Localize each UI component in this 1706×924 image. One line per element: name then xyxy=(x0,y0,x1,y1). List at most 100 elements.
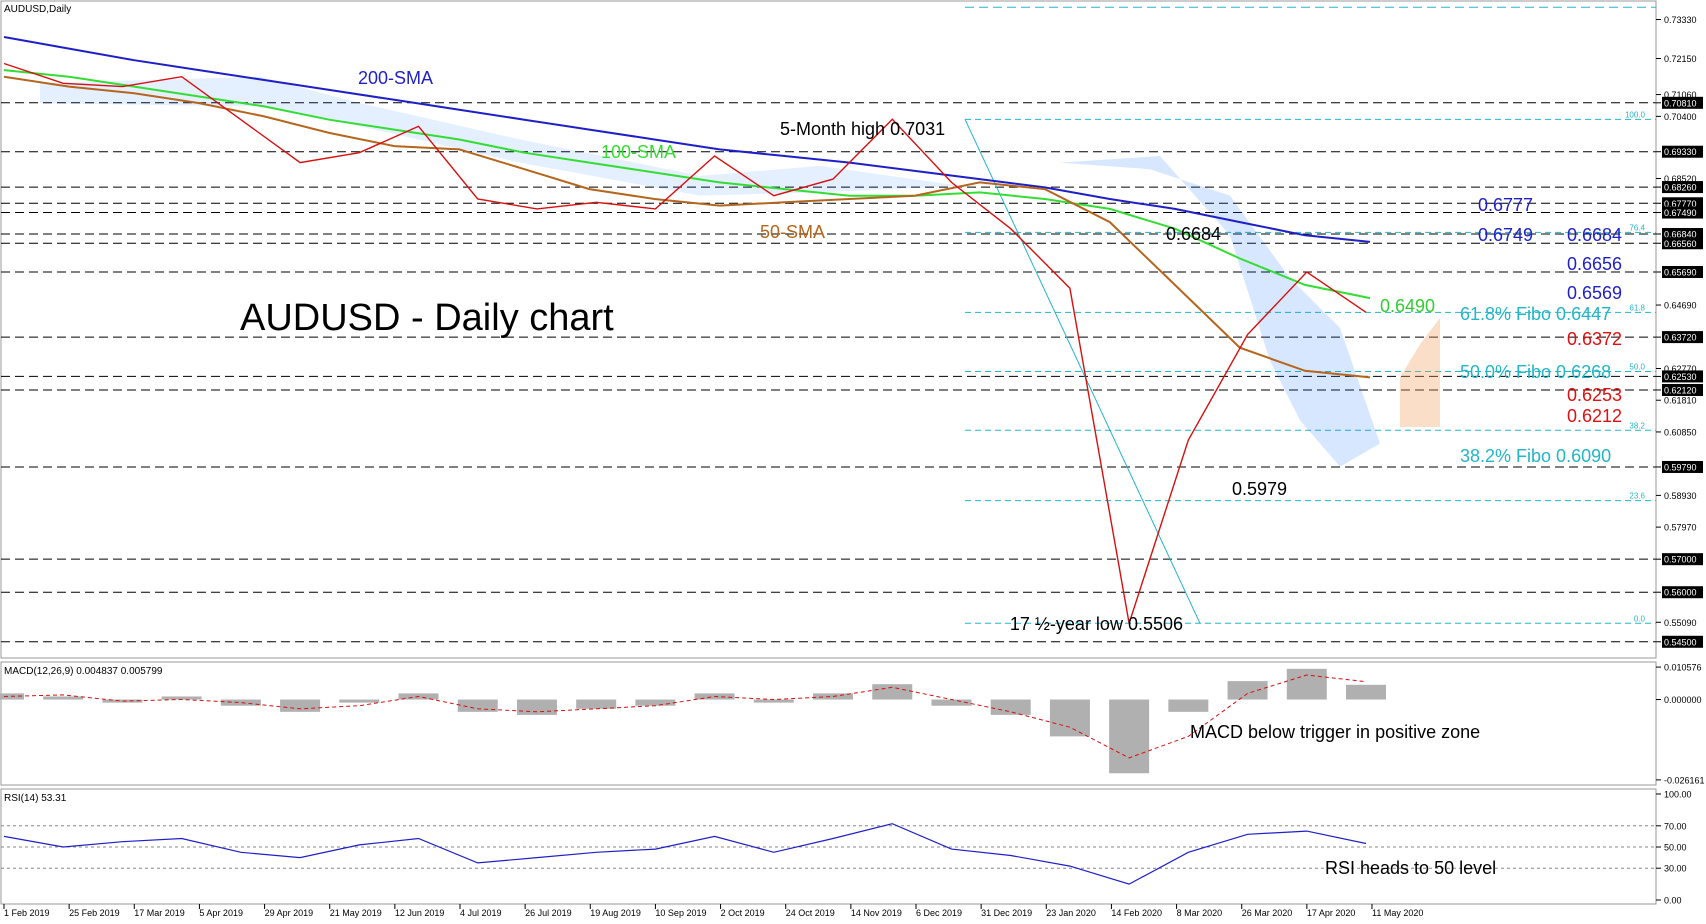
price-tick-label: 0.68520 xyxy=(1664,174,1697,184)
price-tick-badge xyxy=(1662,181,1703,194)
macd-histogram-bar xyxy=(1346,684,1386,700)
price-tick-label: 0.68260 xyxy=(1664,183,1697,193)
time-tick-label: 2 Oct 2019 xyxy=(721,908,765,918)
rsi-tick-label: 70.00 xyxy=(1664,821,1687,831)
annotation-label: 0.6777 xyxy=(1478,195,1533,215)
annotation-label: 0.6656 xyxy=(1567,254,1622,274)
price-tick-badge xyxy=(1662,370,1703,383)
annotation-label: 38.2% Fibo 0.6090 xyxy=(1460,446,1611,466)
annotation-label: 50.0% Fibo 0.6268 xyxy=(1460,362,1611,382)
time-tick-label: 31 Dec 2019 xyxy=(981,908,1032,918)
indicator-lines xyxy=(3,36,1371,624)
time-tick-label: 8 Mar 2020 xyxy=(1177,908,1223,918)
series-price xyxy=(3,62,1367,624)
price-tick-badge xyxy=(1662,197,1703,210)
macd-signal-line xyxy=(3,674,1367,759)
price-tick-badge xyxy=(1662,96,1703,109)
series-200-sma xyxy=(3,36,1371,243)
rsi-annotation: RSI heads to 50 level xyxy=(1325,858,1496,878)
fibo-trendline xyxy=(964,119,1201,624)
time-tick-label: 26 Jul 2019 xyxy=(525,908,572,918)
ichimoku-cloud xyxy=(40,76,1440,467)
price-tick-badge xyxy=(1662,635,1703,648)
price-tick-label: 0.70810 xyxy=(1664,98,1697,108)
price-tick-label: 0.67490 xyxy=(1664,208,1697,218)
macd-histogram-bar xyxy=(339,699,380,703)
price-tick-label: 0.62770 xyxy=(1664,364,1697,374)
time-tick-label: 10 Sep 2019 xyxy=(655,908,706,918)
price-tick-label: 0.58930 xyxy=(1664,491,1697,501)
macd-histogram-bar xyxy=(872,684,913,700)
macd-histogram-bar xyxy=(576,699,617,709)
cloud-orange xyxy=(1400,317,1440,427)
price-tick-badge xyxy=(1662,553,1703,566)
time-tick-label: 6 Dec 2019 xyxy=(916,908,962,918)
time-tick-label: 24 Oct 2019 xyxy=(786,908,835,918)
macd-histogram-bar xyxy=(1286,668,1327,700)
price-tick-label: 0.59790 xyxy=(1664,462,1697,472)
price-tick-badge xyxy=(1662,145,1703,158)
price-tick-label: 0.54500 xyxy=(1664,637,1697,647)
price-panel-frame xyxy=(0,0,1657,659)
time-tick-label: 5 Apr 2019 xyxy=(199,908,243,918)
time-tick-label: 11 May 2020 xyxy=(1372,908,1423,918)
macd-histogram-bar xyxy=(931,699,972,706)
annotation-label: 200-SMA xyxy=(358,68,433,88)
fibo-label: 23.6 xyxy=(1629,492,1645,501)
annotation-label: 5-Month high 0.7031 xyxy=(780,119,945,139)
price-tick-label: 0.60850 xyxy=(1664,427,1697,437)
price-tick-label: 0.66560 xyxy=(1664,239,1697,249)
time-tick-label: 4 Jul 2019 xyxy=(460,908,502,918)
fibo-label: 38.2 xyxy=(1629,421,1645,430)
time-tick-label: 1 Feb 2019 xyxy=(4,908,50,918)
fibo-label: 76.4 xyxy=(1629,223,1645,232)
price-tick-label: 0.66840 xyxy=(1664,229,1697,239)
rsi-tick-label: 30.00 xyxy=(1664,864,1687,874)
fibo-label: 61.8 xyxy=(1629,303,1645,312)
annotation-label: 61.8% Fibo 0.6447 xyxy=(1460,304,1611,324)
price-tick-label: 0.64690 xyxy=(1664,301,1697,311)
macd-label: MACD(12,26,9) 0.004837 0.005799 xyxy=(4,666,163,677)
macd-histogram-bar xyxy=(43,696,84,700)
annotation-label: 0.6372 xyxy=(1567,329,1622,349)
time-tick-label: 14 Feb 2020 xyxy=(1111,908,1162,918)
annotation-label: 0.5979 xyxy=(1232,479,1287,499)
price-tick-label: 0.69330 xyxy=(1664,147,1697,157)
macd-panel-frame xyxy=(0,661,1657,786)
time-tick-label: 17 Apr 2020 xyxy=(1307,908,1356,918)
price-tick-badge xyxy=(1662,331,1703,344)
fibo-label: 0.0 xyxy=(1634,614,1646,623)
price-tick-label: 0.71060 xyxy=(1664,90,1697,100)
price-tick-badge xyxy=(1662,266,1703,279)
time-tick-label: 25 Feb 2019 xyxy=(69,908,120,918)
macd-histogram-bar xyxy=(753,699,794,703)
annotation-label: 0.6684 xyxy=(1567,225,1622,245)
series-50-sma xyxy=(3,75,1371,379)
annotation-label: 50-SMA xyxy=(760,222,825,242)
annotation-label: 0.6749 xyxy=(1478,225,1533,245)
price-tick-badge xyxy=(1662,237,1703,250)
time-tick-label: 12 Jun 2019 xyxy=(395,908,445,918)
macd-histogram-bar xyxy=(1168,699,1209,712)
macd-histogram-bar xyxy=(990,699,1031,715)
time-tick-label: 21 May 2019 xyxy=(330,908,382,918)
macd-tick-label: -0.026161 xyxy=(1664,775,1705,785)
price-tick-label: 0.62530 xyxy=(1664,372,1697,382)
macd-panel: 0.010576 0.000000 -0.026161 xyxy=(0,663,1705,785)
price-tick-label: 0.70400 xyxy=(1664,112,1697,122)
symbol-label: AUDUSD,Daily xyxy=(4,4,71,15)
time-tick-label: 29 Apr 2019 xyxy=(265,908,314,918)
price-annotations: 200-SMA 100-SMA 50-SMA 5-Month high 0.7031 0… xyxy=(358,68,1622,634)
price-tick-badge xyxy=(1662,206,1703,219)
annotation-label: 100-SMA xyxy=(601,142,676,162)
price-tick-badge xyxy=(1662,460,1703,473)
annotation-label: 0.6490 xyxy=(1380,296,1435,316)
fibonacci-levels: 100.0 76.4 61.8 50.0 38.2 23.6 0.0 xyxy=(964,110,1656,624)
time-tick-label: 26 Mar 2020 xyxy=(1242,908,1293,918)
price-tick-label: 0.61810 xyxy=(1664,396,1697,406)
price-tick-label: 0.67770 xyxy=(1664,199,1697,209)
macd-tick-label: 0.010576 xyxy=(1664,663,1702,673)
